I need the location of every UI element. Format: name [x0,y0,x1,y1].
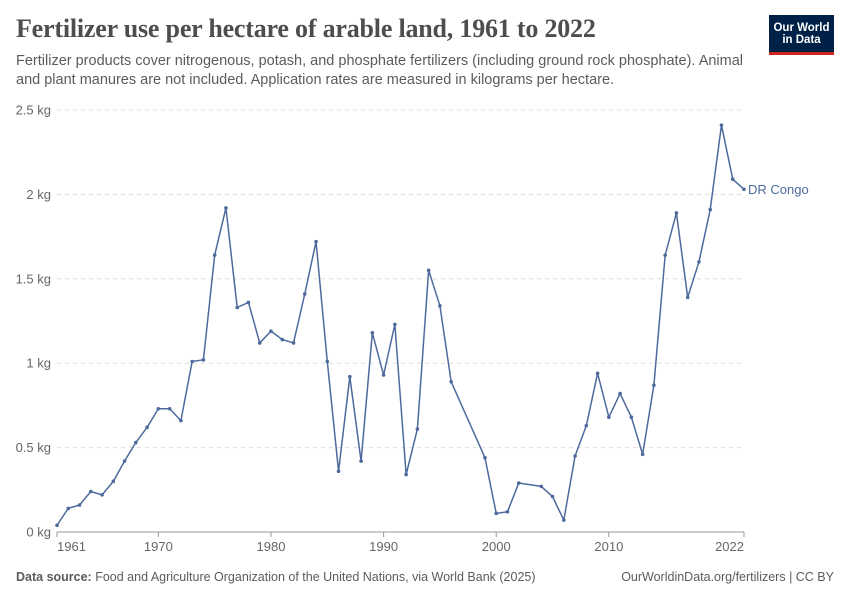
x-tick-label: 1990 [369,539,398,554]
source-link[interactable]: OurWorldinData.org/fertilizers | CC BY [621,570,834,584]
axes: 0 kg 0.5 kg 1 kg 1.5 kg 2 kg 2.5 kg 1961 1970 19… [16,103,745,554]
data-point[interactable] [640,452,645,457]
data-point[interactable] [269,329,273,333]
data-point[interactable] [111,479,116,484]
data-point[interactable] [88,489,93,494]
logo-line-1: Our World [773,21,830,34]
data-point[interactable] [55,523,59,528]
data-point[interactable] [190,359,194,364]
y-tick-label: 2.5 kg [16,103,51,118]
data-point[interactable] [550,494,555,499]
data-point[interactable] [505,509,510,514]
data-point[interactable] [708,207,713,212]
data-point[interactable] [201,358,206,362]
x-tick-label: 2010 [594,539,623,554]
data-point[interactable] [381,373,386,377]
data-point[interactable] [730,177,735,182]
data-point[interactable] [370,331,375,335]
data-point[interactable] [629,415,634,420]
data-point[interactable] [449,379,453,384]
y-tick-label: 0.5 kg [16,440,51,455]
data-point[interactable] [156,406,161,411]
data-point[interactable] [325,359,330,364]
data-point[interactable] [494,511,499,516]
data-point[interactable] [167,406,172,411]
chart-title: Fertilizer use per hectare of arable lan… [16,14,596,43]
data-point[interactable] [674,211,679,215]
logo-line-2: in Data [782,33,821,46]
data-point[interactable] [562,518,566,522]
series-line-dr-congo[interactable] [56,124,745,526]
data-point[interactable] [618,391,622,396]
data-point[interactable] [280,337,285,342]
data-point[interactable] [697,260,701,264]
data-point[interactable] [685,295,690,300]
data-point[interactable] [359,459,363,463]
data-point[interactable] [426,268,431,273]
x-tick-label: 1961 [57,539,86,554]
data-point[interactable] [663,253,667,257]
data-point[interactable] [235,305,239,310]
data-source-label: Data source: [16,570,92,584]
grid-lines [57,109,744,449]
data-point[interactable] [314,239,318,244]
data-point[interactable] [257,341,262,345]
data-source: Data source: Food and Agriculture Organi… [16,570,536,584]
x-tick-label: 2022 [715,539,744,554]
data-point[interactable] [246,300,251,305]
data-point[interactable] [77,503,82,507]
data-point[interactable] [719,123,724,127]
data-point[interactable] [291,341,296,345]
x-tick-label: 2000 [482,539,511,554]
data-point[interactable] [607,415,611,420]
data-point[interactable] [393,322,397,327]
x-tick-label: 1980 [257,539,286,554]
data-point[interactable] [438,304,442,308]
data-source-text: Food and Agriculture Organization of the… [95,570,536,584]
data-point[interactable] [539,484,544,489]
series-layer: DR Congo [55,123,809,528]
y-tick-label: 0 kg [26,525,51,540]
data-point[interactable] [145,425,149,430]
data-point[interactable] [212,253,217,257]
chart-subtitle: Fertilizer products cover nitrogenous, p… [16,53,744,88]
x-tick-label: 1970 [144,539,173,554]
data-point[interactable] [742,187,746,192]
data-point[interactable] [415,427,420,431]
data-point[interactable] [122,459,127,463]
data-point[interactable] [652,383,656,387]
series-label: DR Congo [748,182,809,197]
data-point[interactable] [404,472,408,477]
data-point[interactable] [573,454,577,458]
data-point[interactable] [100,493,104,497]
data-point[interactable] [483,455,487,460]
data-point[interactable] [348,374,352,379]
data-point[interactable] [336,469,341,474]
y-tick-label: 1.5 kg [16,271,51,286]
y-tick-label: 1 kg [26,356,51,371]
data-point[interactable] [224,206,228,210]
y-tick-label: 2 kg [26,187,51,202]
data-point[interactable] [584,423,589,428]
data-point[interactable] [66,506,71,511]
data-point[interactable] [516,481,521,485]
data-point[interactable] [134,440,138,445]
owid-logo[interactable]: Our World in Data [769,15,834,55]
data-point[interactable] [302,292,307,296]
data-point[interactable] [179,418,183,423]
data-point[interactable] [595,371,600,376]
